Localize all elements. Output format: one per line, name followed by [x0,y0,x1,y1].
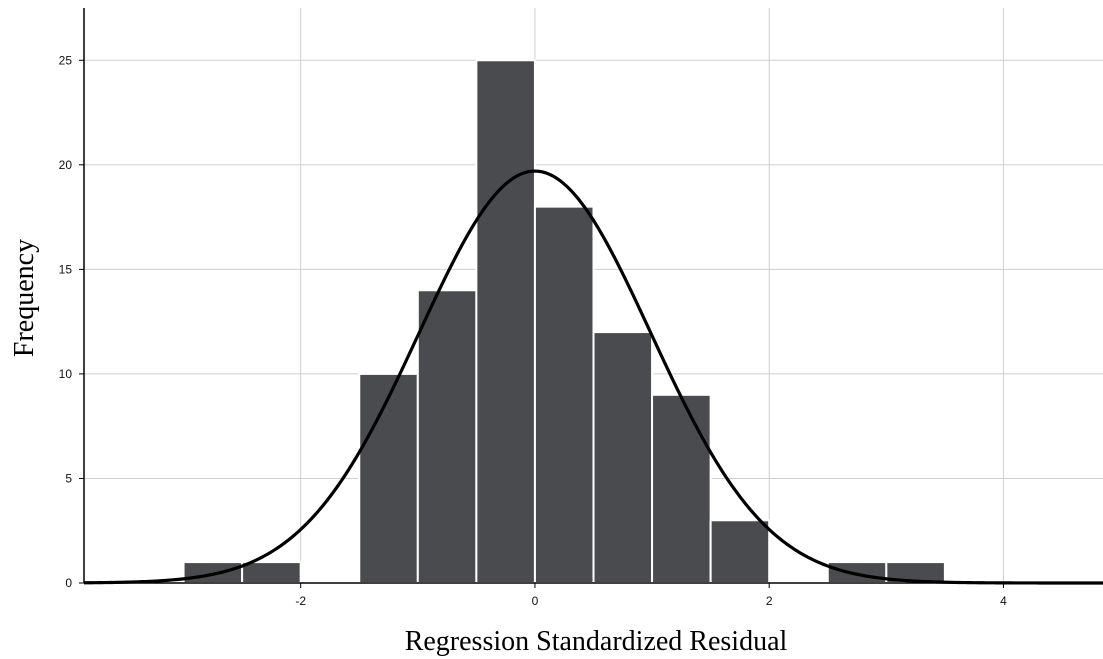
x-tick-labels: -2 0 2 4 [295,583,1007,608]
histogram-bar [182,561,244,584]
normal-curve [83,169,1103,585]
x-tick-label: 4 [1000,594,1007,608]
histogram-bar [416,289,478,584]
histogram-bar [592,331,654,584]
histogram-bar [358,372,419,584]
y-tick-label: 0 [65,576,72,590]
y-tick-label: 25 [59,53,73,67]
histogram-bar [241,561,302,584]
histogram-bar [826,561,888,584]
y-tick-label: 15 [59,262,73,276]
x-tick-label: 2 [766,594,773,608]
y-tick-label: 10 [59,367,73,381]
histogram-bar [533,205,595,585]
y-tick-label: 5 [65,471,72,485]
x-axis-label: Regression Standardized Residual [405,626,788,657]
y-tick-labels: 0 5 10 15 20 25 [59,53,84,590]
y-tick-label: 20 [59,158,73,172]
histogram-bar [651,393,712,584]
y-axis-label: Frequency [9,239,40,357]
x-tick-label: -2 [295,594,306,608]
histogram-bars [182,59,946,585]
histogram-bar [709,519,771,584]
x-tick-label: 0 [532,594,539,608]
histogram-bar [475,59,536,585]
